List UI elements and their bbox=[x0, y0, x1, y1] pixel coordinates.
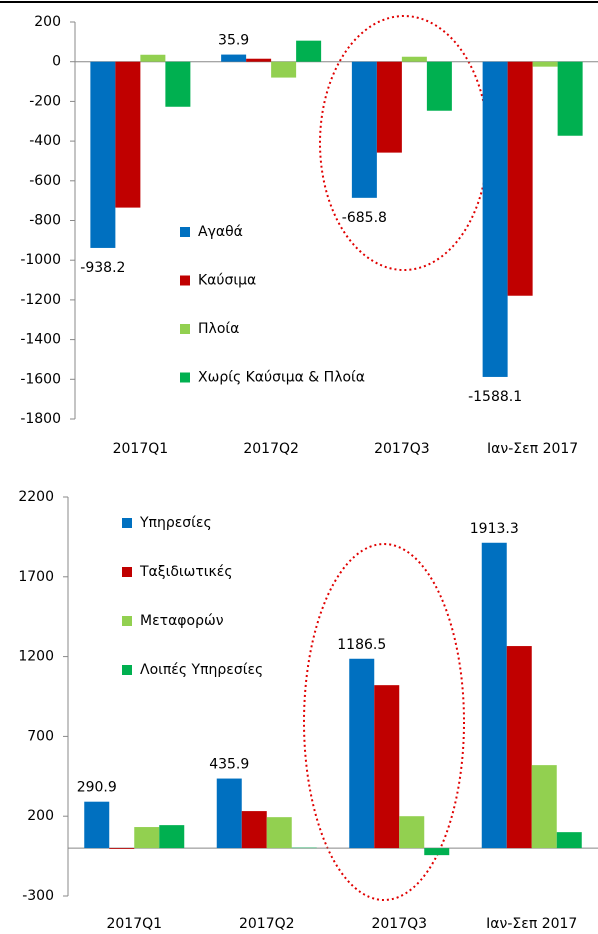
bar bbox=[159, 825, 185, 849]
y-tick-label: -1200 bbox=[20, 292, 61, 308]
x-tick-label: 2017Q1 bbox=[106, 916, 162, 932]
data-label: 1186.5 bbox=[337, 637, 386, 653]
y-tick-label: -1800 bbox=[20, 411, 61, 427]
bar bbox=[532, 61, 558, 67]
y-tick-label: -800 bbox=[29, 213, 61, 229]
legend-label: Πλοία bbox=[198, 321, 239, 337]
y-tick-label: -1600 bbox=[20, 371, 61, 387]
x-tick-label: 2017Q2 bbox=[239, 916, 295, 932]
bar bbox=[506, 646, 532, 849]
bar bbox=[374, 685, 400, 849]
bar bbox=[349, 658, 375, 849]
data-label: -938.2 bbox=[80, 260, 125, 276]
y-tick-label: 1700 bbox=[18, 569, 54, 585]
y-tick-label: 0 bbox=[52, 54, 61, 70]
bar bbox=[266, 817, 292, 849]
bar bbox=[351, 61, 377, 198]
legend-swatch bbox=[180, 324, 190, 334]
y-tick-label: -300 bbox=[22, 888, 54, 904]
highlight-ellipse bbox=[303, 543, 465, 901]
data-label: -1588.1 bbox=[468, 389, 522, 405]
bar bbox=[531, 765, 557, 849]
data-label: 35.9 bbox=[218, 33, 249, 49]
legend-swatch bbox=[180, 227, 190, 237]
bar bbox=[221, 54, 247, 62]
legend-label: Καύσιμα bbox=[198, 273, 256, 289]
highlight-ellipse bbox=[319, 15, 489, 271]
bar bbox=[557, 61, 583, 136]
bar bbox=[246, 58, 272, 62]
bar bbox=[165, 61, 191, 107]
y-tick-label: 2200 bbox=[18, 489, 54, 505]
y-tick-label: -400 bbox=[29, 133, 61, 149]
y-tick-label: -600 bbox=[29, 173, 61, 189]
legend-label: Υπηρεσίες bbox=[139, 515, 212, 531]
bar bbox=[90, 61, 116, 248]
bar bbox=[109, 848, 135, 849]
legend-label: Λοιπές Υπηρεσίες bbox=[140, 662, 263, 678]
bar bbox=[426, 61, 452, 111]
data-label: 290.9 bbox=[77, 780, 117, 796]
x-tick-label: 2017Q2 bbox=[243, 441, 299, 457]
legend-swatch bbox=[122, 518, 132, 528]
bar bbox=[216, 778, 242, 849]
y-tick-label: -200 bbox=[29, 93, 61, 109]
y-tick-label: -1000 bbox=[20, 252, 61, 268]
y-tick-label: -1400 bbox=[20, 332, 61, 348]
legend-label: Ταξιδιωτικές bbox=[139, 564, 233, 580]
y-tick-label: 200 bbox=[34, 14, 61, 30]
legend-swatch bbox=[122, 665, 132, 675]
y-tick-label: 700 bbox=[27, 728, 54, 744]
data-label: 435.9 bbox=[209, 757, 249, 773]
bar bbox=[507, 61, 533, 296]
x-tick-label: Ιαν-Σεπ 2017 bbox=[487, 441, 578, 457]
x-tick-label: 2017Q3 bbox=[374, 441, 430, 457]
bar bbox=[241, 811, 267, 849]
bar bbox=[140, 54, 166, 62]
x-tick-label: 2017Q1 bbox=[113, 441, 169, 457]
bar bbox=[134, 827, 160, 849]
x-tick-label: 2017Q3 bbox=[371, 916, 427, 932]
bar bbox=[296, 40, 322, 62]
bar bbox=[115, 61, 141, 208]
legend-swatch bbox=[180, 275, 190, 286]
data-label: -685.8 bbox=[342, 210, 387, 226]
y-tick-label: 1200 bbox=[18, 649, 54, 665]
bar bbox=[401, 56, 427, 62]
legend-label: Μεταφορών bbox=[140, 613, 224, 629]
legend-swatch bbox=[122, 567, 132, 577]
bar bbox=[399, 816, 425, 849]
legend-label: Χωρίς Καύσιμα & Πλοία bbox=[198, 370, 365, 386]
bar bbox=[481, 542, 507, 849]
bar bbox=[84, 801, 110, 849]
y-tick-label: 200 bbox=[27, 808, 54, 824]
bar bbox=[376, 61, 402, 153]
x-tick-label: Ιαν-Σεπ 2017 bbox=[486, 916, 577, 932]
legend-label: Αγαθά bbox=[198, 224, 243, 240]
data-label: 1913.3 bbox=[470, 521, 519, 537]
bar bbox=[482, 61, 508, 377]
legend-swatch bbox=[122, 616, 132, 626]
legend-swatch bbox=[180, 372, 190, 383]
bar bbox=[556, 832, 582, 849]
bar bbox=[424, 848, 450, 856]
bar bbox=[271, 61, 297, 78]
